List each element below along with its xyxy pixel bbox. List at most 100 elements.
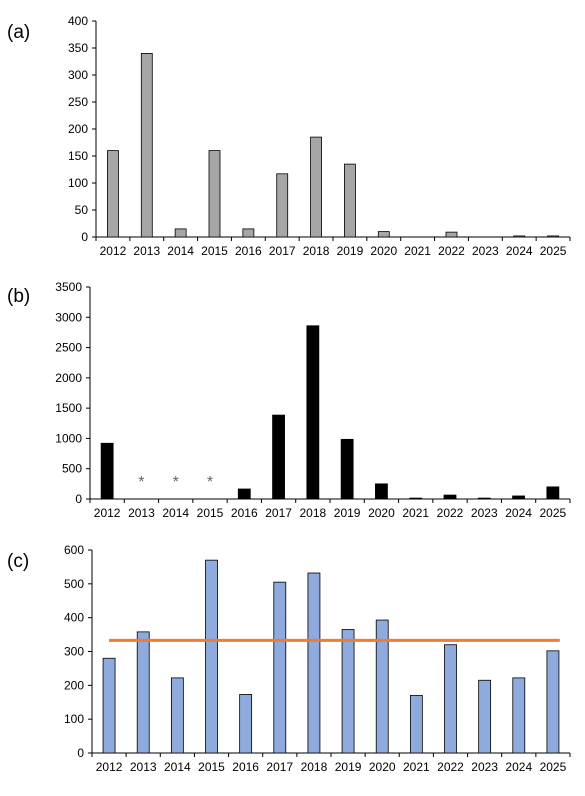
bar-b-2021 bbox=[409, 497, 423, 500]
bar-b-2016 bbox=[237, 488, 251, 500]
panel-label-c: (c) bbox=[7, 551, 29, 572]
bar-c-2020 bbox=[375, 619, 389, 754]
x-tick-label-c: 2023 bbox=[471, 760, 498, 774]
bar-c-2017 bbox=[273, 581, 287, 754]
x-tick-label-c: 2015 bbox=[198, 760, 225, 774]
y-tick-label-a: 300 bbox=[68, 68, 88, 82]
bar-b-2017 bbox=[272, 414, 285, 500]
bar-a-2020 bbox=[377, 231, 390, 238]
bar-b-2019 bbox=[340, 438, 354, 500]
x-tick-label-b: 2012 bbox=[94, 506, 121, 520]
bar-c-2019 bbox=[341, 629, 355, 754]
y-tick-label-c: 500 bbox=[64, 577, 84, 591]
bar-a-2012 bbox=[107, 150, 119, 238]
x-tick-label-c: 2021 bbox=[403, 760, 430, 774]
panel-a: (a) 0 50 100 150 200 250 300 350 400 2012 2013 2014… bbox=[7, 14, 571, 258]
y-tick-label-a: 250 bbox=[68, 95, 88, 109]
x-tick-label-c: 2024 bbox=[505, 760, 532, 774]
bar-b-2012 bbox=[100, 442, 114, 500]
x-tick-label-c: 2017 bbox=[266, 760, 293, 774]
x-tick-label-a: 2021 bbox=[404, 244, 431, 258]
y-tick-label-a: 100 bbox=[68, 176, 88, 190]
bar-c-2022 bbox=[444, 644, 457, 754]
y-tick-label-a: 200 bbox=[68, 122, 88, 136]
x-tick-label-b: 2021 bbox=[402, 506, 429, 520]
asterisk-marker-2015: * bbox=[207, 474, 213, 491]
bar-b-2025 bbox=[546, 486, 560, 500]
x-tick-label-b: 2019 bbox=[334, 506, 361, 520]
bar-c-2018 bbox=[307, 572, 321, 754]
bar-b-2024 bbox=[512, 495, 525, 500]
x-tick-label-c: 2013 bbox=[130, 760, 157, 774]
y-tick-label-a: 50 bbox=[75, 203, 89, 217]
x-tick-label-b: 2015 bbox=[197, 506, 224, 520]
bar-c-2025 bbox=[546, 650, 560, 754]
x-tick-label-a: 2017 bbox=[269, 244, 296, 258]
x-tick-label-a: 2022 bbox=[438, 244, 465, 258]
y-tick-label-b: 3500 bbox=[55, 280, 82, 294]
x-tick-label-a: 2013 bbox=[133, 244, 160, 258]
panel-label-a: (a) bbox=[7, 22, 30, 43]
x-tick-label-b: 2024 bbox=[505, 506, 532, 520]
bar-b-2018 bbox=[306, 325, 320, 500]
y-tick-label-b: 3000 bbox=[55, 310, 82, 324]
panel-c: (c) 0 100 200 300 400 500 600 2012 2013 2014 2015 2… bbox=[7, 543, 571, 774]
bar-c-2012 bbox=[102, 657, 116, 754]
bar-c-2023 bbox=[478, 679, 492, 754]
x-tick-label-c: 2018 bbox=[301, 760, 328, 774]
x-tick-label-a: 2020 bbox=[370, 244, 397, 258]
x-tick-label-b: 2025 bbox=[540, 506, 567, 520]
bar-a-2013 bbox=[140, 53, 153, 238]
bar-a-2014 bbox=[174, 228, 187, 238]
x-tick-label-b: 2014 bbox=[162, 506, 189, 520]
x-tick-label-b: 2020 bbox=[368, 506, 395, 520]
y-tick-label-b: 2000 bbox=[55, 371, 82, 385]
y-tick-label-b: 2500 bbox=[55, 341, 82, 355]
y-tick-label-a: 150 bbox=[68, 149, 88, 163]
x-tick-label-c: 2016 bbox=[232, 760, 259, 774]
x-tick-label-b: 2023 bbox=[471, 506, 498, 520]
y-tick-label-a: 400 bbox=[68, 14, 88, 28]
x-tick-label-a: 2016 bbox=[235, 244, 262, 258]
y-tick-label-b: 0 bbox=[75, 492, 82, 506]
y-tick-label-c: 400 bbox=[64, 611, 84, 625]
chart-a: 0 50 100 150 200 250 300 350 400 2012 2013 2014 2015… bbox=[68, 14, 571, 258]
chart-b: 0 500 1000 1500 2000 2500 3000 3500 2012 2013 2014… bbox=[55, 280, 571, 520]
bar-a-2017 bbox=[276, 173, 289, 238]
bar-c-2015 bbox=[205, 559, 218, 754]
x-tick-label-c: 2025 bbox=[540, 760, 567, 774]
chart-c: 0 100 200 300 400 500 600 2012 2013 2014 2015 2016 2… bbox=[64, 543, 571, 774]
bar-a-2015 bbox=[208, 150, 221, 238]
x-tick-label-a: 2023 bbox=[472, 244, 499, 258]
bar-a-2025 bbox=[547, 235, 559, 238]
y-tick-label-a: 350 bbox=[68, 41, 88, 55]
bar-b-2020 bbox=[375, 483, 388, 500]
x-tick-label-b: 2017 bbox=[265, 506, 292, 520]
x-tick-label-a: 2014 bbox=[167, 244, 194, 258]
bar-c-2021 bbox=[409, 695, 423, 754]
y-tick-label-b: 1500 bbox=[55, 401, 82, 415]
x-tick-label-c: 2020 bbox=[369, 760, 396, 774]
panel-label-b: (b) bbox=[7, 286, 30, 307]
y-tick-label-a: 0 bbox=[81, 230, 88, 244]
x-tick-label-b: 2018 bbox=[300, 506, 327, 520]
y-tick-label-c: 100 bbox=[64, 712, 84, 726]
x-tick-label-a: 2015 bbox=[201, 244, 228, 258]
x-tick-label-a: 2012 bbox=[100, 244, 127, 258]
bar-b-2022 bbox=[443, 494, 457, 500]
asterisk-marker-2013: * bbox=[138, 474, 144, 491]
bar-c-2014 bbox=[170, 677, 184, 754]
bar-a-2019 bbox=[344, 163, 356, 238]
x-tick-label-c: 2019 bbox=[335, 760, 362, 774]
x-tick-label-a: 2018 bbox=[303, 244, 330, 258]
x-tick-label-a: 2024 bbox=[506, 244, 533, 258]
bar-a-2022 bbox=[445, 231, 458, 238]
x-tick-label-a: 2019 bbox=[337, 244, 364, 258]
y-tick-label-c: 200 bbox=[64, 678, 84, 692]
bar-c-2013 bbox=[136, 631, 150, 754]
x-tick-label-c: 2022 bbox=[437, 760, 464, 774]
y-tick-label-b: 1000 bbox=[55, 431, 82, 445]
x-tick-label-a: 2025 bbox=[540, 244, 567, 258]
y-tick-label-b: 500 bbox=[62, 462, 82, 476]
